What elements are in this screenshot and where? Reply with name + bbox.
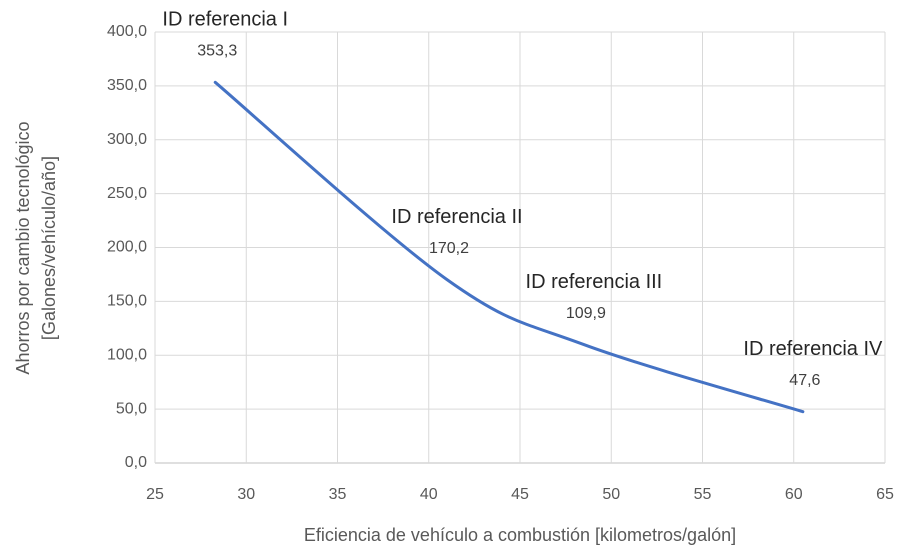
y-tick-label: 200,0 bbox=[107, 239, 147, 256]
x-tick-label: 45 bbox=[511, 486, 529, 503]
x-tick-label: 40 bbox=[420, 486, 438, 503]
x-tick-label: 55 bbox=[694, 486, 712, 503]
point-label: ID referencia III bbox=[526, 271, 663, 293]
data-label: 353,3 bbox=[197, 43, 237, 60]
y-tick-label: 150,0 bbox=[107, 293, 147, 310]
y-tick-label: 100,0 bbox=[107, 346, 147, 363]
x-tick-label: 60 bbox=[785, 486, 803, 503]
x-tick-label: 35 bbox=[329, 486, 347, 503]
x-tick-label: 25 bbox=[146, 486, 164, 503]
data-label: 170,2 bbox=[429, 240, 469, 257]
point-label: ID referencia IV bbox=[743, 338, 883, 360]
y-tick-label: 250,0 bbox=[107, 185, 147, 202]
y-axis-title: [Galones/vehículo/año] bbox=[39, 156, 59, 340]
x-tick-label: 65 bbox=[876, 486, 894, 503]
y-tick-label: 300,0 bbox=[107, 131, 147, 148]
point-label: ID referencia II bbox=[391, 206, 522, 228]
y-tick-label: 0,0 bbox=[125, 454, 147, 471]
line bbox=[213, 80, 805, 414]
x-axis-title: Eficiencia de vehículo a combustión [kil… bbox=[304, 525, 736, 545]
x-tick-label: 30 bbox=[237, 486, 255, 503]
y-tick-label: 50,0 bbox=[116, 400, 147, 417]
data-label: 109,9 bbox=[566, 305, 606, 322]
y-tick-label: 350,0 bbox=[107, 77, 147, 94]
y-tick-label: 400,0 bbox=[107, 23, 147, 40]
x-tick-label: 50 bbox=[602, 486, 620, 503]
point-label: ID referencia I bbox=[162, 9, 288, 31]
data-label: 47,6 bbox=[789, 372, 820, 389]
y-axis-title: Ahorros por cambio tecnológico bbox=[13, 121, 33, 374]
